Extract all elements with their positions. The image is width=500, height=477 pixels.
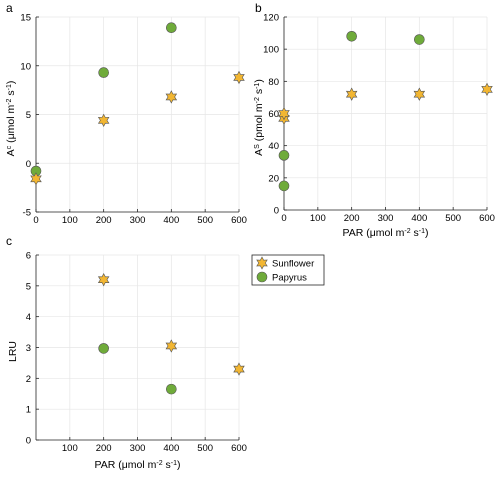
y-tick-label: 60: [268, 109, 279, 120]
y-tick-label: 120: [263, 13, 279, 24]
panel-letter-a: a: [6, 1, 13, 15]
x-tick-label: 300: [130, 215, 146, 226]
legend-label-papyrus: Papyrus: [272, 273, 307, 284]
legend: Sunflower Papyrus: [252, 255, 324, 285]
y-tick-label: 80: [268, 77, 279, 88]
papyrus-point: [279, 181, 289, 191]
x-tick-label: 500: [197, 215, 213, 226]
legend-label-sunflower: Sunflower: [272, 259, 314, 270]
x-tick-label: 400: [411, 213, 427, 224]
y-tick-label: 3: [26, 343, 31, 354]
sunflower-point: [98, 114, 108, 126]
x-tick-label: 600: [231, 215, 247, 226]
x-tick-label: 100: [62, 443, 78, 454]
papyrus-point: [279, 150, 289, 160]
sunflower-point: [234, 363, 244, 375]
x-tick-label: 500: [197, 443, 213, 454]
x-axis-label: PAR (μmol m-2 s-1): [95, 459, 181, 471]
x-tick-label: 300: [130, 443, 146, 454]
y-tick-label: 0: [26, 436, 31, 447]
y-tick-label: 5: [26, 110, 31, 121]
sunflower-point: [482, 83, 492, 95]
papyrus-point: [99, 343, 109, 353]
x-tick-label: 0: [33, 215, 38, 226]
panel-c: c 100 200 300 400 500 600 0 1 2 3 4 5 6 LRU PAR (μmol m…: [6, 234, 247, 471]
x-tick-label: 400: [163, 215, 179, 226]
y-axis-label: AS (pmol m-2 s-1): [253, 79, 265, 156]
papyrus-point: [414, 35, 424, 45]
panel-b: b 0 100 200 300 400 500 600 0 20 40 60 80 100 120 AS (p…: [253, 1, 495, 239]
x-tick-label: 200: [96, 443, 112, 454]
y-tick-label: 1: [26, 405, 31, 416]
papyrus-point: [166, 384, 176, 394]
sunflower-point: [414, 88, 424, 100]
y-axis-label: LRU: [7, 341, 19, 362]
y-tick-label: 15: [20, 13, 31, 24]
y-tick-label: 10: [20, 61, 31, 72]
x-tick-label: 400: [163, 443, 179, 454]
sunflower-point: [98, 274, 108, 286]
y-tick-label: -5: [23, 208, 31, 219]
y-tick-label: 0: [274, 206, 279, 217]
y-tick-label: 4: [26, 312, 31, 323]
papyrus-point: [99, 68, 109, 78]
x-tick-label: 600: [479, 213, 495, 224]
y-tick-label: 2: [26, 374, 31, 385]
y-axis-label: Ac (μmol m-2 s-1): [5, 81, 17, 157]
panel-letter-b: b: [255, 1, 262, 15]
x-tick-label: 300: [378, 213, 394, 224]
x-tick-label: 200: [96, 215, 112, 226]
x-tick-label: 200: [344, 213, 360, 224]
sunflower-point: [346, 88, 356, 100]
legend-marker-papyrus: [257, 272, 267, 282]
sunflower-point: [166, 340, 176, 352]
x-tick-label: 500: [445, 213, 461, 224]
x-tick-label: 100: [62, 215, 78, 226]
y-tick-label: 40: [268, 141, 279, 152]
sunflower-point: [166, 91, 176, 103]
y-tick-label: 20: [268, 173, 279, 184]
x-tick-label: 0: [281, 213, 286, 224]
y-tick-label: 100: [263, 45, 279, 56]
panel-letter-c: c: [6, 234, 12, 248]
x-tick-label: 600: [231, 443, 247, 454]
y-tick-label: 6: [26, 251, 31, 262]
sunflower-point: [234, 71, 244, 83]
y-tick-label: 5: [26, 281, 31, 292]
papyrus-point: [347, 31, 357, 41]
papyrus-point: [166, 23, 176, 33]
x-tick-label: 100: [310, 213, 326, 224]
y-tick-label: 0: [26, 159, 31, 170]
x-axis-label: PAR (μmol m-2 s-1): [343, 227, 429, 239]
